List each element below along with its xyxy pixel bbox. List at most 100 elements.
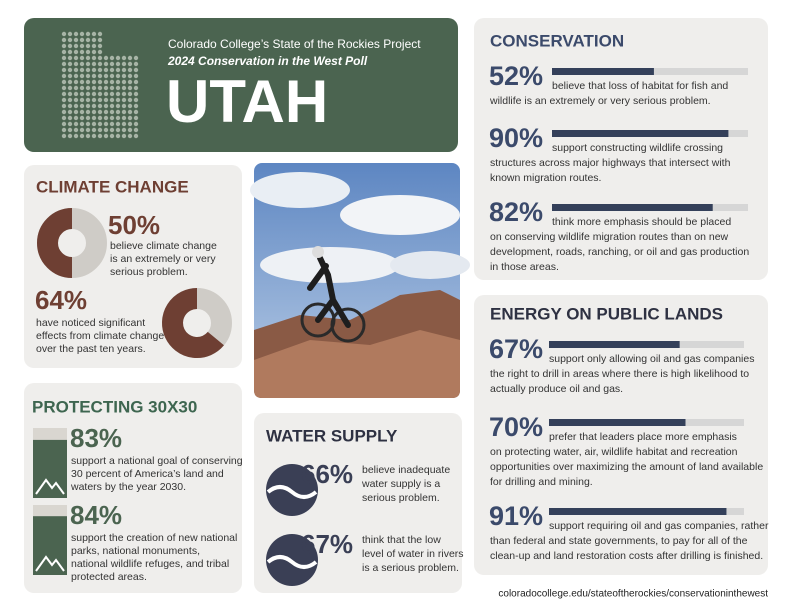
stat-description: on conserving wildlife migration routes … bbox=[490, 231, 729, 243]
map-dot bbox=[79, 61, 85, 67]
bar bbox=[549, 341, 680, 348]
section-title: WATER SUPPLY bbox=[266, 426, 398, 445]
bar bbox=[549, 508, 727, 515]
map-dot bbox=[97, 127, 103, 133]
map-dot bbox=[85, 103, 91, 109]
stat-value: 52% bbox=[489, 61, 543, 91]
stat-description: support requiring oil and gas companies,… bbox=[549, 520, 769, 532]
map-dot bbox=[85, 109, 91, 115]
map-dot bbox=[91, 55, 97, 61]
map-dot bbox=[79, 127, 85, 133]
map-dot bbox=[133, 85, 139, 91]
map-dot bbox=[109, 67, 115, 73]
map-dot bbox=[97, 103, 103, 109]
map-dot bbox=[103, 133, 109, 139]
header-panel bbox=[24, 18, 458, 152]
map-dot bbox=[133, 97, 139, 103]
map-dot bbox=[97, 121, 103, 127]
map-dot bbox=[109, 133, 115, 139]
map-dot bbox=[79, 31, 85, 37]
map-dot bbox=[121, 79, 127, 85]
bar bbox=[552, 130, 729, 137]
map-dot bbox=[109, 115, 115, 121]
stat-value: 64% bbox=[35, 285, 87, 315]
stat-description: for drilling and mining. bbox=[490, 476, 593, 488]
section-title: CONSERVATION bbox=[490, 31, 624, 50]
map-dot bbox=[103, 115, 109, 121]
stat-value: 67% bbox=[489, 334, 543, 364]
map-dot bbox=[103, 55, 109, 61]
map-dot bbox=[127, 115, 133, 121]
water-wave bbox=[266, 555, 318, 569]
map-dot bbox=[97, 133, 103, 139]
stat-value: 91% bbox=[489, 501, 543, 531]
map-dot bbox=[109, 127, 115, 133]
map-dot bbox=[67, 61, 73, 67]
map-dot bbox=[115, 115, 121, 121]
map-dot bbox=[115, 109, 121, 115]
map-dot bbox=[121, 97, 127, 103]
map-dot bbox=[73, 97, 79, 103]
map-dot bbox=[109, 79, 115, 85]
map-dot bbox=[97, 67, 103, 73]
stat-description: 30 percent of America’s land and bbox=[71, 468, 224, 480]
stat-description: support the creation of new national bbox=[71, 532, 237, 544]
project-name: Colorado College’s State of the Rockies … bbox=[168, 37, 421, 51]
map-dot bbox=[79, 37, 85, 43]
map-dot bbox=[67, 121, 73, 127]
map-dot bbox=[67, 43, 73, 49]
stat-value: 83% bbox=[70, 423, 122, 453]
bar bbox=[552, 204, 713, 211]
stat-value: 70% bbox=[489, 412, 543, 442]
map-dot bbox=[73, 127, 79, 133]
map-dot bbox=[67, 37, 73, 43]
bar bbox=[549, 419, 686, 426]
map-dot bbox=[73, 31, 79, 37]
stat-value: 66% bbox=[301, 459, 353, 489]
stat-description: believe inadequate bbox=[362, 464, 450, 476]
map-dot bbox=[85, 91, 91, 97]
map-dot bbox=[133, 103, 139, 109]
map-dot bbox=[91, 97, 97, 103]
map-dot bbox=[133, 133, 139, 139]
stat-description: is an extremely or very bbox=[110, 253, 216, 265]
map-dot bbox=[61, 103, 67, 109]
map-dot bbox=[103, 79, 109, 85]
section-title: ENERGY ON PUBLIC LANDS bbox=[490, 304, 723, 323]
icon-fill bbox=[33, 516, 67, 575]
map-dot bbox=[67, 109, 73, 115]
map-dot bbox=[91, 37, 97, 43]
map-dot bbox=[97, 115, 103, 121]
map-dot bbox=[79, 115, 85, 121]
map-dot bbox=[73, 37, 79, 43]
map-dot bbox=[67, 79, 73, 85]
map-dot bbox=[127, 73, 133, 79]
map-dot bbox=[127, 79, 133, 85]
map-dot bbox=[103, 73, 109, 79]
map-dot bbox=[127, 91, 133, 97]
map-dot bbox=[73, 61, 79, 67]
map-dot bbox=[73, 115, 79, 121]
map-dot bbox=[79, 133, 85, 139]
map-dot bbox=[109, 121, 115, 127]
map-dot bbox=[115, 79, 121, 85]
conservation-panel bbox=[474, 18, 768, 280]
map-dot bbox=[85, 37, 91, 43]
stat-description: water supply is a bbox=[361, 478, 440, 490]
map-dot bbox=[103, 85, 109, 91]
map-dot bbox=[97, 91, 103, 97]
map-dot bbox=[85, 121, 91, 127]
map-dot bbox=[127, 55, 133, 61]
map-dot bbox=[127, 121, 133, 127]
map-dot bbox=[121, 55, 127, 61]
map-dot bbox=[97, 61, 103, 67]
map-dot bbox=[127, 67, 133, 73]
map-dot bbox=[73, 73, 79, 79]
utah-map-icon bbox=[61, 31, 139, 139]
donut-segment bbox=[37, 208, 73, 278]
map-dot bbox=[121, 91, 127, 97]
map-dot bbox=[67, 49, 73, 55]
map-dot bbox=[85, 73, 91, 79]
map-dot bbox=[115, 91, 121, 97]
map-dot bbox=[91, 103, 97, 109]
